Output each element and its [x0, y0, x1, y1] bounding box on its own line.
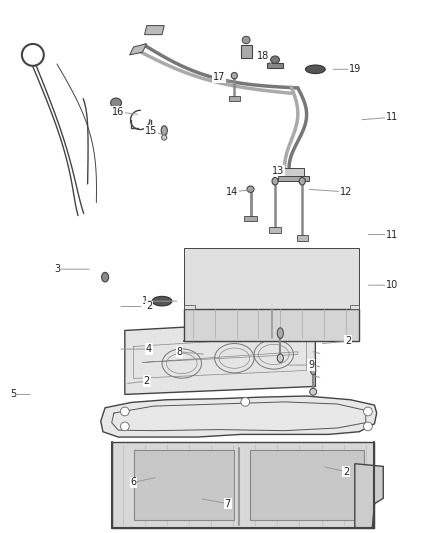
Ellipse shape — [247, 186, 254, 192]
Polygon shape — [283, 168, 304, 176]
Ellipse shape — [311, 366, 316, 375]
Polygon shape — [134, 450, 234, 520]
Polygon shape — [184, 248, 359, 309]
Text: 4: 4 — [146, 344, 152, 354]
Text: 19: 19 — [349, 64, 361, 74]
Ellipse shape — [299, 177, 305, 185]
Ellipse shape — [242, 36, 250, 44]
Polygon shape — [112, 442, 374, 528]
Polygon shape — [297, 235, 308, 241]
Text: 14: 14 — [226, 187, 238, 197]
Text: 8: 8 — [177, 347, 183, 357]
Polygon shape — [355, 464, 383, 528]
Text: 12: 12 — [340, 187, 352, 197]
Text: 2: 2 — [144, 376, 150, 386]
Polygon shape — [241, 45, 252, 58]
Polygon shape — [229, 96, 240, 101]
Polygon shape — [184, 309, 359, 341]
Text: 3: 3 — [54, 264, 60, 274]
Circle shape — [241, 398, 250, 406]
Ellipse shape — [310, 388, 317, 395]
Text: 1: 1 — [141, 296, 148, 306]
Ellipse shape — [305, 65, 325, 74]
Circle shape — [120, 422, 129, 431]
Text: 9: 9 — [308, 360, 314, 370]
Text: 2: 2 — [146, 302, 152, 311]
Polygon shape — [101, 396, 377, 437]
Polygon shape — [350, 305, 359, 309]
Polygon shape — [250, 450, 364, 520]
Ellipse shape — [271, 56, 279, 63]
Ellipse shape — [161, 126, 167, 135]
Text: 13: 13 — [272, 166, 284, 175]
Ellipse shape — [277, 354, 283, 362]
Ellipse shape — [110, 98, 121, 108]
Text: 18: 18 — [257, 51, 269, 61]
Ellipse shape — [277, 328, 283, 338]
Circle shape — [364, 407, 372, 416]
Polygon shape — [184, 305, 195, 309]
Text: 11: 11 — [386, 230, 398, 239]
Text: 6: 6 — [131, 478, 137, 487]
Polygon shape — [278, 176, 309, 181]
Polygon shape — [244, 216, 257, 221]
Polygon shape — [145, 26, 164, 35]
Text: 7: 7 — [225, 499, 231, 508]
Circle shape — [364, 422, 372, 431]
Text: 2: 2 — [345, 336, 351, 346]
Text: 5: 5 — [10, 390, 16, 399]
Text: 16: 16 — [112, 107, 124, 117]
Text: 17: 17 — [213, 72, 225, 82]
Text: 2: 2 — [343, 467, 349, 477]
Ellipse shape — [231, 72, 237, 79]
Text: 11: 11 — [386, 112, 398, 122]
Ellipse shape — [272, 177, 278, 185]
Text: 15: 15 — [145, 126, 157, 135]
Ellipse shape — [102, 272, 109, 282]
Text: 10: 10 — [386, 280, 398, 290]
Polygon shape — [269, 227, 281, 233]
Polygon shape — [267, 63, 283, 68]
Ellipse shape — [152, 296, 172, 306]
Polygon shape — [125, 320, 315, 394]
Circle shape — [120, 407, 129, 416]
Polygon shape — [130, 44, 147, 55]
Ellipse shape — [162, 135, 167, 140]
